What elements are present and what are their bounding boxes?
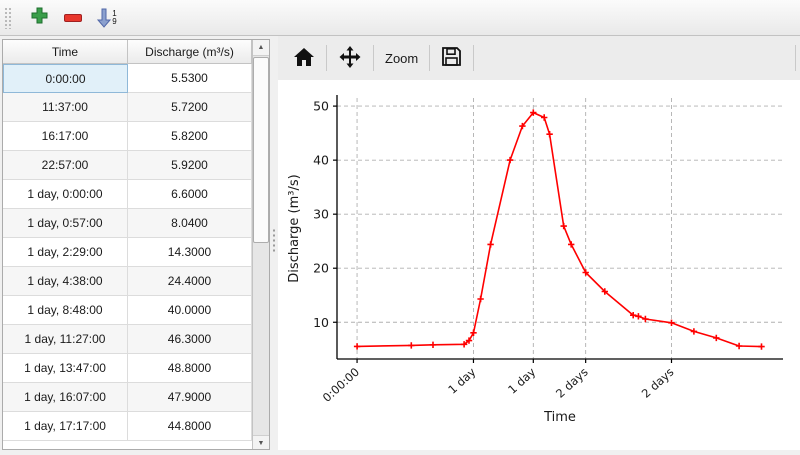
time-cell[interactable]: 1 day, 0:57:00 xyxy=(3,209,128,238)
svg-text:Time: Time xyxy=(543,410,576,425)
axes: 10 20 30 40 50 0:00:00 1 day 1 day 2 days 2 days D… xyxy=(287,95,783,425)
toolbar-separator xyxy=(326,45,327,71)
pan-button[interactable] xyxy=(331,42,369,74)
table-vertical-scrollbar[interactable]: ▲ ▼ xyxy=(252,40,269,449)
time-cell[interactable]: 1 day, 17:17:00 xyxy=(3,412,128,441)
table-header-row: Time Discharge (m³/s) xyxy=(3,40,269,64)
table-row: 1 day, 2:29:00 14.3000 xyxy=(3,238,252,267)
plus-icon xyxy=(31,7,48,29)
table-row: 1 day, 11:27:00 46.3000 xyxy=(3,325,252,354)
table-row: 1 day, 0:57:00 8.0400 xyxy=(3,209,252,238)
table-row: 16:17:00 5.8200 xyxy=(3,122,252,151)
plot-navigation-toolbar: Zoom xyxy=(278,36,800,80)
table-row: 1 day, 16:07:00 47.9000 xyxy=(3,383,252,412)
home-view-button[interactable] xyxy=(286,42,322,74)
splitter-handle-icon xyxy=(272,228,276,254)
add-row-button[interactable] xyxy=(25,4,53,32)
table-row: 11:37:00 5.7200 xyxy=(3,93,252,122)
discharge-cell[interactable]: 44.8000 xyxy=(128,412,252,441)
discharge-cell[interactable]: 48.8000 xyxy=(128,354,252,383)
discharge-line-series xyxy=(353,109,765,350)
svg-text:50: 50 xyxy=(313,99,329,114)
table-row: 1 day, 17:17:00 44.8000 xyxy=(3,412,252,441)
scroll-down-arrow-icon[interactable]: ▼ xyxy=(253,435,269,449)
svg-text:Discharge (m³/s): Discharge (m³/s) xyxy=(287,174,302,282)
table-row: 22:57:00 5.9200 xyxy=(3,151,252,180)
save-floppy-icon xyxy=(441,46,462,70)
svg-text:20: 20 xyxy=(313,261,329,276)
discharge-cell[interactable]: 5.9200 xyxy=(128,151,252,180)
svg-text:40: 40 xyxy=(313,153,329,168)
table-row: 1 day, 13:47:00 48.8000 xyxy=(3,354,252,383)
main-toolbar: 1 9 xyxy=(0,0,800,36)
discharge-cell[interactable]: 40.0000 xyxy=(128,296,252,325)
scroll-up-arrow-icon[interactable]: ▲ xyxy=(253,40,269,56)
toolbar-separator xyxy=(429,45,431,71)
column-header-discharge[interactable]: Discharge (m³/s) xyxy=(128,40,252,64)
svg-text:1 day: 1 day xyxy=(505,365,538,397)
discharge-cell[interactable]: 5.7200 xyxy=(128,93,252,122)
save-figure-button[interactable] xyxy=(434,42,469,74)
svg-text:2 days: 2 days xyxy=(639,365,677,401)
home-icon xyxy=(293,47,315,70)
column-header-time[interactable]: Time xyxy=(3,40,128,64)
discharge-cell[interactable]: 5.5300 xyxy=(128,64,252,93)
toolbar-separator xyxy=(795,45,796,71)
time-cell[interactable]: 1 day, 2:29:00 xyxy=(3,238,128,267)
table-row: 1 day, 0:00:00 6.6000 xyxy=(3,180,252,209)
svg-text:2 days: 2 days xyxy=(553,365,591,401)
chart-canvas[interactable]: 10 20 30 40 50 0:00:00 1 day 1 day 2 days 2 days D… xyxy=(278,80,800,450)
discharge-cell[interactable]: 47.9000 xyxy=(128,383,252,412)
discharge-cell[interactable]: 24.4000 xyxy=(128,267,252,296)
discharge-cell[interactable]: 46.3000 xyxy=(128,325,252,354)
time-cell[interactable]: 16:17:00 xyxy=(3,122,128,151)
scrollbar-thumb[interactable] xyxy=(253,57,269,243)
minus-icon xyxy=(64,9,82,27)
sort-badge-9: 9 xyxy=(112,16,117,26)
svg-text:0:00:00: 0:00:00 xyxy=(320,365,362,405)
time-cell[interactable]: 1 day, 16:07:00 xyxy=(3,383,128,412)
table-row: 1 day, 8:48:00 40.0000 xyxy=(3,296,252,325)
table-row: 1 day, 4:38:00 24.4000 xyxy=(3,267,252,296)
table-row: 0:00:00 5.5300 xyxy=(3,64,252,93)
time-cell[interactable]: 1 day, 0:00:00 xyxy=(3,180,128,209)
time-cell[interactable]: 1 day, 8:48:00 xyxy=(3,296,128,325)
svg-text:10: 10 xyxy=(313,315,329,330)
svg-text:30: 30 xyxy=(313,207,329,222)
sort-badge-1: 1 xyxy=(112,8,117,18)
discharge-cell[interactable]: 5.8200 xyxy=(128,122,252,151)
sort-ascending-button[interactable]: 1 9 xyxy=(93,4,121,32)
zoom-button[interactable]: Zoom xyxy=(385,50,419,66)
toolbar-separator xyxy=(373,45,374,71)
discharge-cell[interactable]: 14.3000 xyxy=(128,238,252,267)
time-cell[interactable]: 1 day, 11:27:00 xyxy=(3,325,128,354)
grid-lines xyxy=(337,98,783,359)
chart-pane: Zoom 10 20 30 40 50 0:00:00 1 day 1 day 2 days 2 … xyxy=(278,36,800,450)
discharge-cell[interactable]: 6.6000 xyxy=(128,180,252,209)
svg-text:1 day: 1 day xyxy=(445,365,478,397)
time-cell[interactable]: 22:57:00 xyxy=(3,151,128,180)
toolbar-grip-handle[interactable] xyxy=(4,6,12,29)
sort-arrow-icon: 1 9 xyxy=(97,8,117,28)
table-body: 0:00:00 5.5300 11:37:00 5.7200 16:17:00 5.820… xyxy=(3,64,252,441)
pane-splitter[interactable] xyxy=(270,36,278,450)
time-cell[interactable]: 1 day, 4:38:00 xyxy=(3,267,128,296)
time-cell[interactable]: 1 day, 13:47:00 xyxy=(3,354,128,383)
remove-row-button[interactable] xyxy=(59,4,87,32)
discharge-cell[interactable]: 8.0400 xyxy=(128,209,252,238)
pan-move-icon xyxy=(338,45,362,72)
time-cell[interactable]: 11:37:00 xyxy=(3,93,128,122)
toolbar-separator xyxy=(473,45,475,71)
time-cell[interactable]: 0:00:00 xyxy=(3,64,128,93)
time-series-table: Time Discharge (m³/s) 0:00:00 5.5300 11:37… xyxy=(2,39,270,450)
